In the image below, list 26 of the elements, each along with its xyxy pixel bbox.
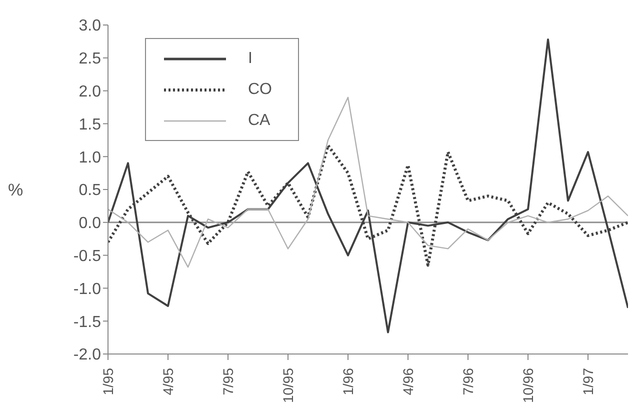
- y-axis-title: %: [8, 180, 24, 200]
- y-tick-label: -1.0: [73, 280, 102, 298]
- x-tick-label: 7/95: [220, 368, 236, 396]
- x-tick-label: 1/96: [340, 368, 356, 396]
- x-tick-label: 4/95: [160, 368, 176, 396]
- y-tick-label: 0.5: [78, 182, 102, 200]
- line-series: [108, 96, 628, 268]
- y-tick-label: 1.5: [78, 116, 102, 134]
- y-tick-label: 2.5: [78, 50, 102, 68]
- y-tick-label: -2.0: [73, 346, 102, 364]
- legend-label: CA: [248, 112, 270, 130]
- x-tick-label: 10/96: [520, 368, 536, 404]
- y-tick-label: 2.0: [78, 83, 102, 100]
- x-tick-label: 1/97: [580, 368, 596, 396]
- x-tick-label: 7/96: [460, 368, 476, 396]
- y-tick-label: -0.5: [73, 248, 102, 265]
- y-tick-label: -1.5: [73, 314, 102, 331]
- x-tick-label: 4/96: [400, 368, 416, 396]
- x-tick-label: 1/95: [100, 368, 116, 396]
- x-tick-label: 10/95: [280, 368, 296, 404]
- y-tick-label: 3.0: [78, 18, 102, 35]
- legend-label: CO: [248, 80, 272, 98]
- y-tick-label: 1.0: [78, 149, 102, 166]
- legend-label: I: [248, 50, 252, 68]
- line-series: [108, 38, 628, 334]
- y-tick-label: 0.0: [78, 215, 102, 232]
